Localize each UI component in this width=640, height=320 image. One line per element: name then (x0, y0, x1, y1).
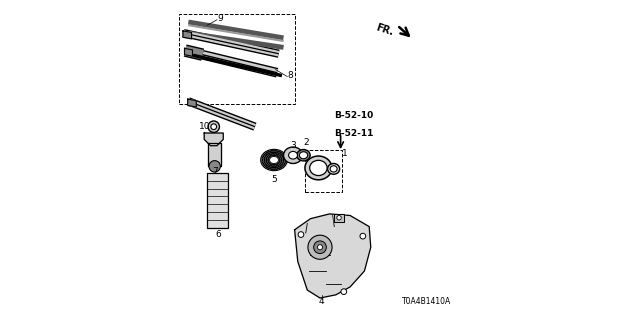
Text: T0A4B1410A: T0A4B1410A (403, 297, 452, 306)
Ellipse shape (260, 149, 287, 171)
Ellipse shape (268, 155, 280, 165)
Text: 2: 2 (303, 138, 308, 147)
Bar (207, 173, 228, 228)
Text: 4: 4 (319, 297, 324, 306)
Ellipse shape (266, 153, 282, 167)
Text: 5: 5 (271, 174, 277, 184)
Polygon shape (334, 214, 344, 222)
Text: FR.: FR. (374, 22, 394, 37)
Polygon shape (184, 48, 193, 56)
Circle shape (208, 121, 220, 132)
Text: 10: 10 (198, 122, 210, 131)
Ellipse shape (269, 156, 278, 164)
Text: 6: 6 (215, 230, 221, 239)
Ellipse shape (262, 150, 286, 170)
Text: 9: 9 (217, 14, 223, 23)
Text: B-52-11: B-52-11 (334, 129, 374, 138)
Ellipse shape (297, 149, 310, 161)
Circle shape (317, 245, 323, 250)
Ellipse shape (268, 156, 280, 164)
Circle shape (341, 289, 347, 294)
Text: 7: 7 (212, 167, 218, 176)
Circle shape (308, 235, 332, 259)
Ellipse shape (266, 154, 282, 166)
Circle shape (360, 233, 365, 239)
Polygon shape (209, 142, 221, 166)
Polygon shape (183, 31, 191, 39)
Text: 3: 3 (290, 141, 296, 150)
Circle shape (298, 232, 304, 237)
Ellipse shape (264, 152, 284, 168)
Polygon shape (204, 133, 223, 146)
Text: 1: 1 (342, 148, 348, 157)
Ellipse shape (300, 152, 308, 159)
Circle shape (211, 124, 216, 130)
Circle shape (314, 241, 326, 253)
Ellipse shape (310, 160, 327, 176)
Ellipse shape (305, 156, 332, 180)
Bar (179, 14, 294, 105)
Circle shape (209, 161, 220, 172)
Bar (305, 150, 342, 192)
Ellipse shape (284, 147, 303, 164)
Ellipse shape (262, 151, 285, 169)
Circle shape (337, 215, 341, 220)
Text: B-52-10: B-52-10 (334, 111, 374, 120)
Polygon shape (294, 214, 371, 298)
Ellipse shape (264, 152, 284, 168)
Polygon shape (188, 99, 196, 107)
Ellipse shape (328, 164, 340, 174)
Text: 8: 8 (287, 71, 293, 80)
Ellipse shape (289, 151, 298, 159)
Ellipse shape (330, 166, 337, 172)
